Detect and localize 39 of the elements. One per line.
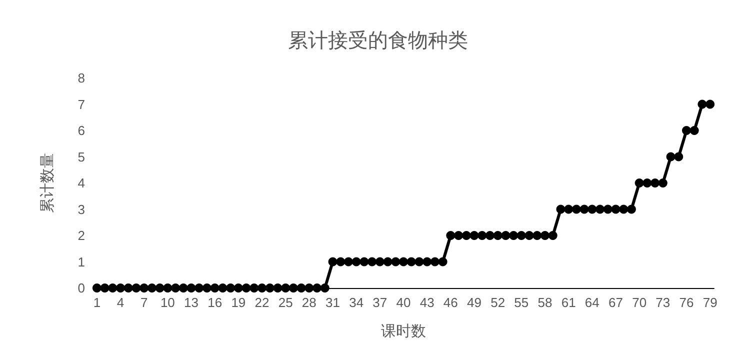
x-tick-label: 4: [116, 295, 124, 310]
x-tick-label: 52: [490, 295, 506, 310]
y-tick-label: 8: [78, 70, 85, 86]
x-tick-label: 61: [561, 295, 576, 310]
x-tick-label: 34: [349, 295, 364, 310]
y-tick-label: 7: [78, 96, 85, 112]
x-tick-label: 58: [538, 295, 552, 310]
x-tick-label: 16: [208, 295, 222, 310]
x-tick-label: 40: [396, 295, 411, 310]
x-tick-label: 43: [420, 295, 434, 310]
y-tick-label: 0: [78, 280, 85, 296]
y-tick-label: 2: [78, 228, 85, 243]
x-tick-label: 13: [184, 295, 198, 310]
y-tick-label: 3: [78, 202, 85, 217]
x-tick-label: 10: [160, 295, 175, 310]
x-tick-label: 64: [584, 295, 600, 310]
x-tick-label: 1: [93, 295, 101, 310]
x-tick-label: 79: [702, 295, 718, 310]
x-tick-label: 73: [656, 295, 670, 310]
x-tick-label: 67: [608, 295, 623, 310]
x-tick-label: 55: [514, 295, 529, 310]
x-tick-label: 7: [140, 295, 148, 310]
y-tick-label: 6: [78, 123, 85, 138]
y-tick-label: 5: [78, 149, 85, 164]
x-tick-label: 25: [278, 295, 293, 310]
x-tick-label: 37: [372, 295, 388, 310]
x-tick-label: 19: [231, 295, 246, 310]
x-tick-label: 76: [679, 295, 694, 310]
x-tick-label: 70: [632, 295, 647, 310]
x-axis-title: 课时数: [381, 323, 426, 340]
y-tick-label: 1: [78, 254, 85, 270]
x-tick-label: 46: [443, 295, 458, 310]
chart-title: 累计接受的食物种类: [288, 30, 468, 52]
y-tick-label: 4: [78, 176, 85, 190]
x-tick-label: 49: [467, 295, 482, 310]
x-tick-label: 28: [302, 295, 316, 310]
y-axis-title: 累计数量: [39, 153, 56, 213]
x-tick-label: 31: [326, 295, 340, 310]
x-tick-label: 22: [254, 295, 270, 310]
